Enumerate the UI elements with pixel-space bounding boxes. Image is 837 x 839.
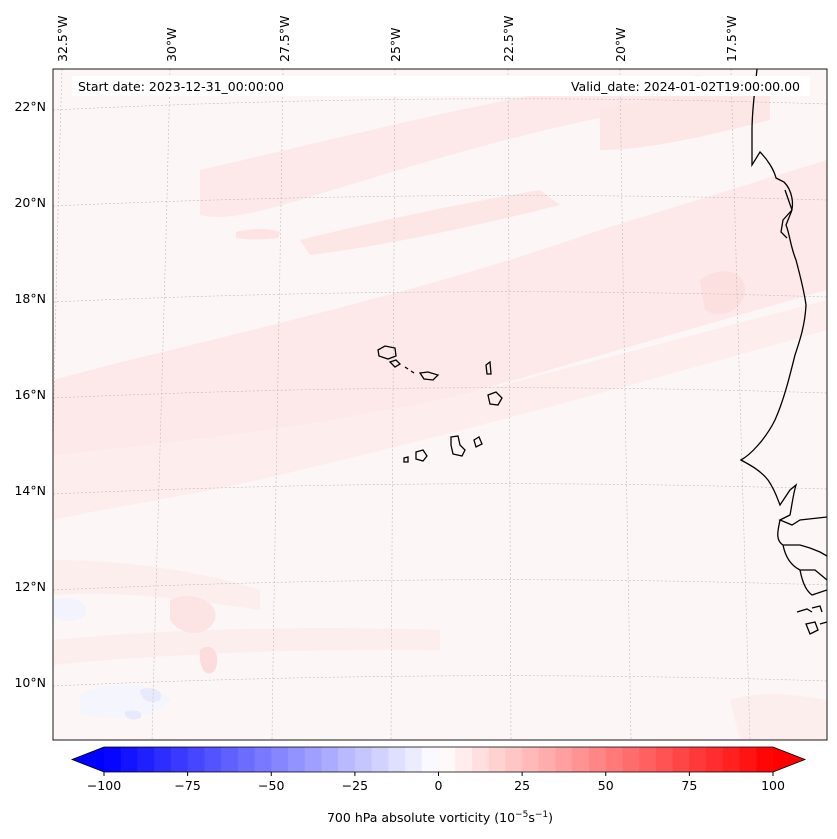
colorbar-segment [237,747,256,772]
lat-label: 20°N [14,195,46,210]
colorbar-segment [655,747,674,772]
colorbar-segment [505,747,523,772]
lat-label: 22°N [14,99,46,114]
colorbar-segment [354,747,373,772]
colorbar-segment [271,747,289,772]
colorbar-segment [605,747,624,772]
lat-label: 18°N [14,291,46,306]
longitude-labels: 32.5°W 30°W 27.5°W 25°W 22.5°W 20°W 17.5… [55,16,739,62]
colorbar-segment [321,747,339,772]
colorbar-max-extend [773,747,805,772]
colorbar-tick-label: 50 [598,778,614,793]
colorbar-segment [154,747,172,772]
colorbar-segment [622,747,640,772]
colorbar-segment [455,747,473,772]
colorbar-min-extend [72,747,104,772]
colorbar-segment [304,747,323,772]
colorbar-label: 700 hPa absolute vorticity (10−5s−1) [327,810,553,825]
colorbar-segment [170,747,189,772]
map-frame [52,68,828,741]
colorbar-tick-label: −25 [342,778,368,793]
colorbar-segment [589,747,607,772]
lon-label: 30°W [164,27,179,62]
start-date-text: Start date: 2023-12-31_00:00:00 [78,79,284,94]
colorbar-segment [639,747,657,772]
colorbar [70,746,807,773]
colorbar-tick-label: −100 [87,778,121,793]
colorbar-segment [555,747,573,772]
graticule [53,69,827,740]
colorbar-segment [221,747,239,772]
colorbar-tick-label: 25 [514,778,530,793]
colorbar-segment [104,747,122,772]
header-box [72,76,810,96]
colorbar-segment [538,747,557,772]
lat-label: 12°N [14,579,46,594]
colorbar-tick-label: 0 [435,778,443,793]
colorbar-segment [438,747,456,772]
colorbar-segment [137,747,155,772]
colorbar-segment [388,747,406,772]
valid-date-text: Valid_date: 2024-01-02T19:00:00.00 [571,79,800,94]
lat-label: 10°N [14,675,46,690]
colorbar-tick-label: 75 [681,778,697,793]
colorbar-segment [187,747,205,772]
latitude-labels: 22°N 20°N 18°N 16°N 14°N 12°N 10°N [14,99,46,690]
colorbar-segment [522,747,540,772]
colorbar-segment [572,747,590,772]
colorbar-segment [254,747,272,772]
colorbar-segment [706,747,724,772]
colorbar-tick-label: −75 [174,778,200,793]
colorbar-segment [204,747,222,772]
colorbar-segment [739,747,757,772]
lon-label: 32.5°W [55,16,70,62]
colorbar-segment [488,747,507,772]
colorbar-tick-label: 100 [761,778,785,793]
colorbar-segment [722,747,741,772]
coastline [377,69,827,635]
lon-label: 17.5°W [724,16,739,62]
lon-label: 25°W [388,27,403,62]
colorbar-segment [338,747,356,772]
lat-label: 16°N [14,387,46,402]
colorbar-segment [120,747,139,772]
colorbar-segment [689,747,707,772]
colorbar-tick-label: −50 [258,778,284,793]
colorbar-segment [471,747,490,772]
colorbar-segment [405,747,423,772]
colorbar-segment [672,747,690,772]
lon-label: 22.5°W [501,16,516,62]
colorbar-segment [421,747,440,772]
vorticity-field [53,69,827,740]
colorbar-segment [287,747,306,772]
lon-label: 27.5°W [277,16,292,62]
colorbar-ticks: −100 −75 −50 −25 0 25 50 75 100 [87,772,785,793]
colorbar-segment [371,747,389,772]
lon-label: 20°W [613,27,628,62]
lat-label: 14°N [14,483,46,498]
colorbar-segment [756,747,774,772]
